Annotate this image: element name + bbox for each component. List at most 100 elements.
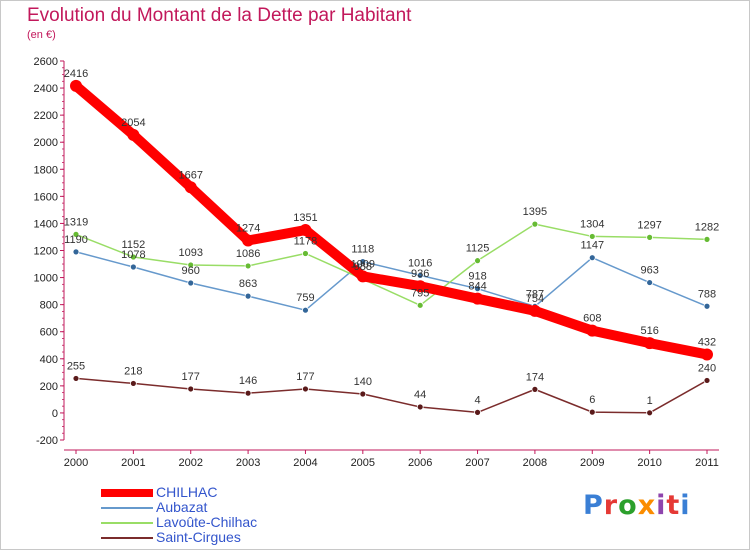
data-point-aubazat bbox=[416, 272, 424, 279]
data-label-saint-cirgues: 177 bbox=[296, 371, 314, 383]
data-point-saint-cirgues bbox=[416, 403, 424, 411]
data-label-lavoute-chilhac: 1086 bbox=[236, 248, 260, 260]
data-point-aubazat bbox=[129, 263, 137, 271]
data-label-lavoute-chilhac: 1178 bbox=[294, 235, 318, 247]
x-tick-label: 2003 bbox=[236, 457, 260, 469]
y-tick-label: 400 bbox=[40, 354, 58, 366]
logo-letter: o bbox=[618, 490, 638, 521]
data-point-saint-cirgues bbox=[646, 409, 654, 417]
logo-letter: i bbox=[656, 490, 667, 521]
data-label-aubazat: 1190 bbox=[64, 234, 88, 246]
data-label-aubazat: 759 bbox=[296, 292, 314, 304]
data-point-chilhac bbox=[242, 234, 255, 247]
data-label-saint-cirgues: 1 bbox=[647, 395, 653, 407]
data-label-lavoute-chilhac: 1304 bbox=[580, 218, 604, 230]
data-label-aubazat: 1147 bbox=[580, 240, 604, 252]
data-point-aubazat bbox=[244, 292, 252, 300]
legend-swatch-lavoute-chilhac bbox=[101, 521, 153, 524]
data-point-saint-cirgues bbox=[129, 380, 137, 387]
data-label-chilhac: 608 bbox=[583, 313, 601, 325]
y-tick-label: 2600 bbox=[34, 56, 58, 68]
legend-label-chilhac: CHILHAC bbox=[156, 484, 218, 500]
data-point-chilhac bbox=[356, 270, 369, 283]
data-point-lavoute-chilhac bbox=[703, 236, 711, 243]
data-label-saint-cirgues: 255 bbox=[67, 360, 85, 372]
logo-letter: i bbox=[680, 490, 691, 521]
data-label-saint-cirgues: 218 bbox=[124, 365, 142, 377]
data-point-saint-cirgues bbox=[474, 408, 481, 416]
legend-label-saint-cirgues: Saint-Cirgues bbox=[156, 529, 241, 545]
data-point-lavoute-chilhac bbox=[588, 233, 596, 240]
y-tick-label: 1200 bbox=[34, 246, 58, 258]
x-tick-label: 2009 bbox=[580, 457, 604, 469]
data-point-chilhac bbox=[471, 292, 484, 305]
data-point-aubazat bbox=[588, 254, 596, 262]
y-tick-label: 1400 bbox=[34, 218, 58, 230]
data-label-saint-cirgues: 6 bbox=[589, 394, 595, 406]
data-label-aubazat: 1078 bbox=[121, 249, 145, 261]
data-label-chilhac: 844 bbox=[468, 281, 486, 293]
data-label-lavoute-chilhac: 1125 bbox=[466, 243, 490, 255]
y-tick-label: 200 bbox=[40, 381, 58, 393]
data-label-lavoute-chilhac: 1319 bbox=[64, 216, 88, 228]
y-tick-label: 2200 bbox=[34, 110, 58, 122]
proxiti-logo: Proxiti bbox=[583, 490, 691, 521]
y-tick-label: 2000 bbox=[34, 137, 58, 149]
data-point-saint-cirgues bbox=[244, 389, 252, 397]
x-tick-label: 2001 bbox=[121, 457, 145, 469]
legend-swatch-aubazat bbox=[101, 506, 153, 509]
data-label-saint-cirgues: 140 bbox=[354, 376, 372, 388]
data-point-saint-cirgues bbox=[302, 385, 309, 393]
data-label-lavoute-chilhac: 988 bbox=[354, 261, 372, 273]
data-label-aubazat: 1118 bbox=[351, 244, 374, 256]
data-point-lavoute-chilhac bbox=[474, 257, 481, 265]
data-point-chilhac bbox=[299, 224, 312, 237]
data-label-lavoute-chilhac: 1093 bbox=[178, 247, 202, 259]
logo-letter: r bbox=[603, 490, 619, 521]
data-point-lavoute-chilhac bbox=[244, 262, 252, 270]
series-line-saint-cirgues bbox=[75, 377, 708, 414]
data-point-aubazat bbox=[302, 306, 309, 314]
y-tick-label: 2400 bbox=[34, 83, 58, 95]
data-label-aubazat: 863 bbox=[239, 278, 257, 290]
data-label-lavoute-chilhac: 1282 bbox=[695, 221, 719, 233]
data-label-aubazat: 963 bbox=[640, 265, 658, 277]
data-label-saint-cirgues: 44 bbox=[414, 389, 426, 401]
data-point-aubazat bbox=[72, 248, 80, 256]
legend-swatch-saint-cirgues bbox=[101, 536, 153, 539]
x-tick-label: 2005 bbox=[351, 457, 375, 469]
data-point-saint-cirgues bbox=[187, 385, 195, 393]
x-tick-label: 2006 bbox=[408, 457, 432, 469]
legend-item-saint-cirgues: Saint-Cirgues bbox=[101, 530, 257, 545]
data-label-chilhac: 516 bbox=[640, 325, 658, 337]
x-tick-label: 2000 bbox=[64, 457, 88, 469]
data-label-saint-cirgues: 177 bbox=[182, 371, 200, 383]
data-label-chilhac: 1009 bbox=[351, 258, 375, 270]
data-label-aubazat: 960 bbox=[182, 265, 200, 277]
data-point-aubazat bbox=[187, 279, 195, 287]
data-point-saint-cirgues bbox=[588, 408, 596, 416]
chart-title: Evolution du Montant de la Dette par Hab… bbox=[27, 5, 412, 26]
y-tick-label: 1000 bbox=[34, 273, 58, 285]
data-point-chilhac bbox=[414, 280, 427, 293]
data-point-lavoute-chilhac bbox=[72, 230, 80, 238]
data-point-aubazat bbox=[359, 258, 367, 265]
data-label-chilhac: 2054 bbox=[121, 117, 145, 129]
y-tick-label: 0 bbox=[52, 408, 58, 420]
data-point-aubazat bbox=[703, 302, 711, 310]
data-label-saint-cirgues: 174 bbox=[526, 371, 544, 383]
data-label-aubazat: 918 bbox=[468, 271, 486, 283]
data-point-lavoute-chilhac bbox=[416, 301, 424, 309]
legend-item-aubazat: Aubazat bbox=[101, 500, 257, 515]
legend-item-lavoute-chilhac: Lavoûte-Chilhac bbox=[101, 515, 257, 530]
data-point-saint-cirgues bbox=[531, 385, 539, 393]
data-label-chilhac: 1667 bbox=[178, 169, 202, 181]
legend-item-chilhac: CHILHAC bbox=[101, 485, 257, 500]
data-label-chilhac: 754 bbox=[526, 293, 544, 305]
x-tick-label: 2004 bbox=[293, 457, 317, 469]
series-line-aubazat bbox=[75, 251, 708, 311]
data-point-chilhac bbox=[586, 324, 599, 337]
data-label-chilhac: 1274 bbox=[236, 222, 260, 234]
x-tick-label: 2010 bbox=[637, 457, 661, 469]
